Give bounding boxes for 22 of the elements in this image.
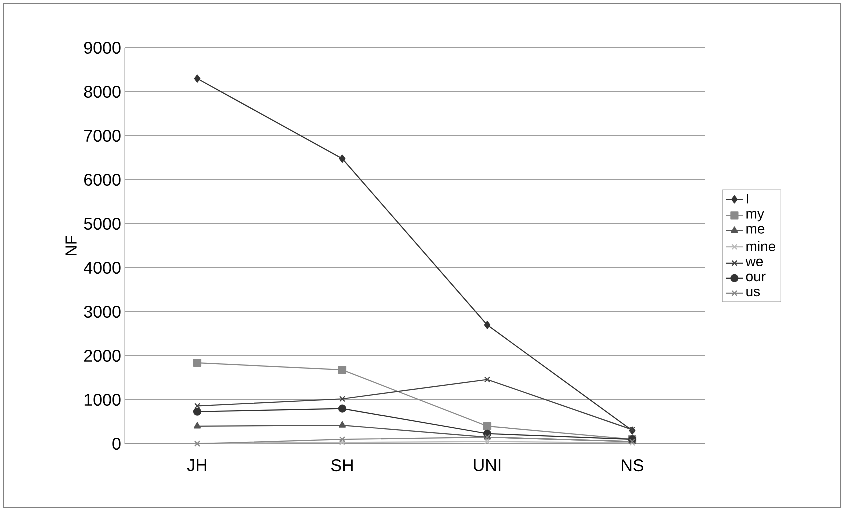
legend-label: my xyxy=(746,211,764,222)
legend-label: I xyxy=(747,194,748,204)
legend-label: mine xyxy=(746,241,776,252)
legend-label: us xyxy=(746,288,760,297)
x-tick-label: SH xyxy=(331,460,353,472)
x-tick-label: UNI xyxy=(474,460,501,472)
y-tick-label: 7000 xyxy=(84,130,121,142)
y-tick-label: 5000 xyxy=(84,218,121,230)
y-axis-title: NF xyxy=(66,236,77,256)
legend-label: we xyxy=(746,258,764,267)
y-tick-label: 3000 xyxy=(84,306,121,318)
legend-label: me xyxy=(746,226,765,234)
y-tick-label: 2000 xyxy=(84,350,121,362)
y-tick-label: 4000 xyxy=(84,262,121,274)
x-tick-label: NS xyxy=(622,460,644,472)
y-tick-label: 1000 xyxy=(84,394,121,406)
y-tick-label: 9000 xyxy=(84,42,121,54)
y-tick-label: 6000 xyxy=(84,174,121,186)
y-tick-label: 8000 xyxy=(84,86,121,98)
legend-label: our xyxy=(746,274,766,282)
y-tick-label: 0 xyxy=(112,438,121,450)
x-tick-label: JH xyxy=(187,460,206,472)
